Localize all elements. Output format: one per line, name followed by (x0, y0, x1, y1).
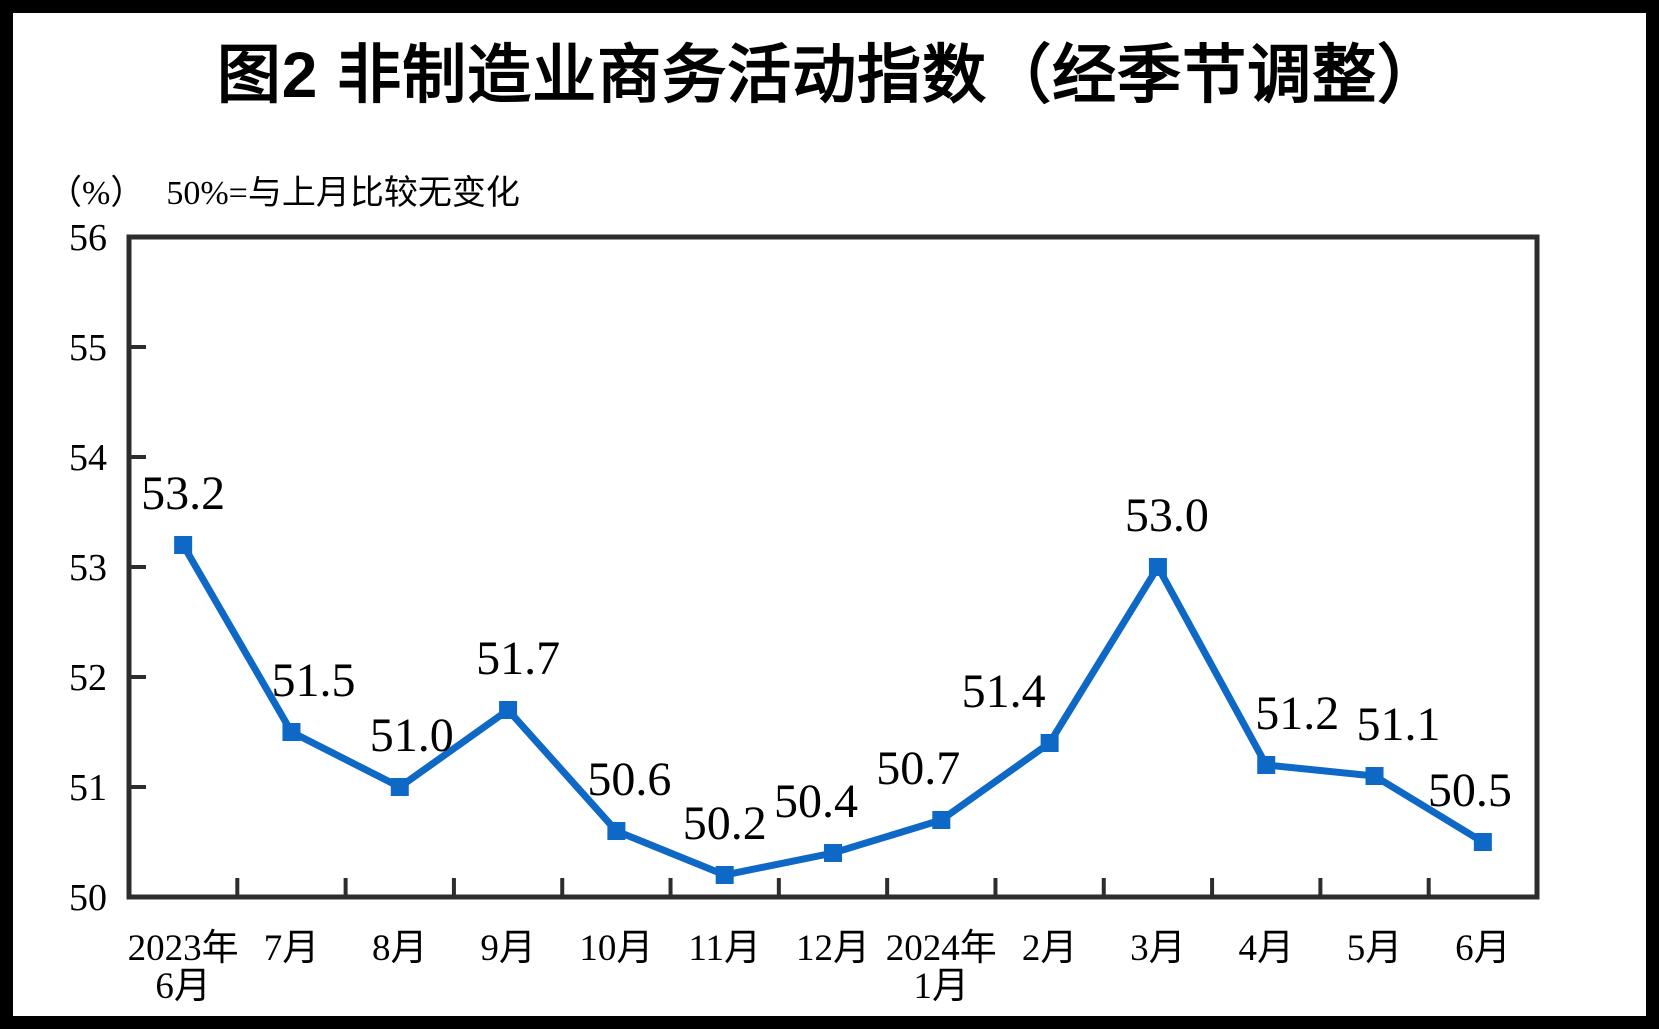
data-point-label: 50.6 (587, 753, 671, 806)
x-tick-label: 7月 (264, 928, 320, 969)
data-point-marker (715, 866, 734, 884)
x-tick-label: 3月 (1130, 928, 1186, 969)
data-point-label: 51.7 (476, 632, 560, 685)
x-tick-label: 8月 (372, 928, 428, 969)
data-point-marker (1257, 756, 1276, 774)
y-tick-label: 56 (69, 217, 107, 259)
data-point-label: 50.7 (876, 742, 960, 795)
data-point-marker (1040, 734, 1059, 752)
data-point-label: 50.5 (1428, 764, 1512, 817)
x-tick-label: 2月 (1022, 928, 1078, 969)
data-point-marker (932, 811, 951, 829)
data-point-label: 51.0 (370, 709, 454, 762)
x-tick-label: 5月 (1347, 928, 1403, 969)
chart-subtitle-row: （%） 50%=与上月比较无变化 (48, 165, 520, 214)
x-tick-label: 2023年 (128, 927, 239, 969)
chart-title: 图2 非制造业商务活动指数（经季节调整） (216, 39, 1443, 111)
y-tick-label: 53 (69, 547, 107, 589)
data-point-marker (282, 723, 301, 741)
y-tick-label: 52 (69, 657, 107, 699)
data-point-marker (1473, 833, 1492, 851)
data-point-marker (390, 778, 409, 796)
data-point-label: 51.2 (1255, 687, 1339, 740)
plot-frame (126, 234, 1540, 900)
data-point-label: 53.2 (141, 467, 225, 520)
x-tick-label: 11月 (688, 928, 761, 969)
y-tick-label: 54 (69, 437, 107, 479)
data-point-marker (174, 536, 193, 554)
data-point-label: 51.1 (1357, 698, 1441, 751)
data-point-marker (499, 701, 518, 719)
data-point-label: 50.2 (683, 797, 767, 850)
data-point-label: 51.4 (962, 665, 1046, 718)
chart-annotation: 50%=与上月比较无变化 (166, 175, 520, 212)
x-tick-label: 4月 (1238, 928, 1294, 969)
data-point-marker (607, 822, 626, 840)
y-tick-label: 51 (69, 767, 107, 809)
x-tick-label: 2024年 (886, 927, 997, 969)
data-point-label: 51.5 (271, 654, 355, 707)
y-tick-label: 55 (69, 327, 107, 369)
x-tick-label: 12月 (796, 928, 870, 969)
x-tick-label: 6月 (1455, 928, 1511, 969)
data-point-label: 50.4 (774, 775, 858, 828)
data-point-marker (1148, 558, 1167, 576)
x-tick-label: 10月 (579, 928, 653, 969)
x-tick-label: 6月 (155, 966, 211, 1007)
data-point-marker (824, 844, 842, 862)
data-point-label: 53.0 (1125, 489, 1209, 542)
y-axis-unit-label: （%） (48, 175, 145, 212)
data-point-marker (1365, 767, 1384, 785)
x-tick-label: 9月 (480, 928, 536, 969)
y-tick-label: 50 (69, 877, 107, 919)
x-tick-label: 1月 (914, 966, 970, 1007)
